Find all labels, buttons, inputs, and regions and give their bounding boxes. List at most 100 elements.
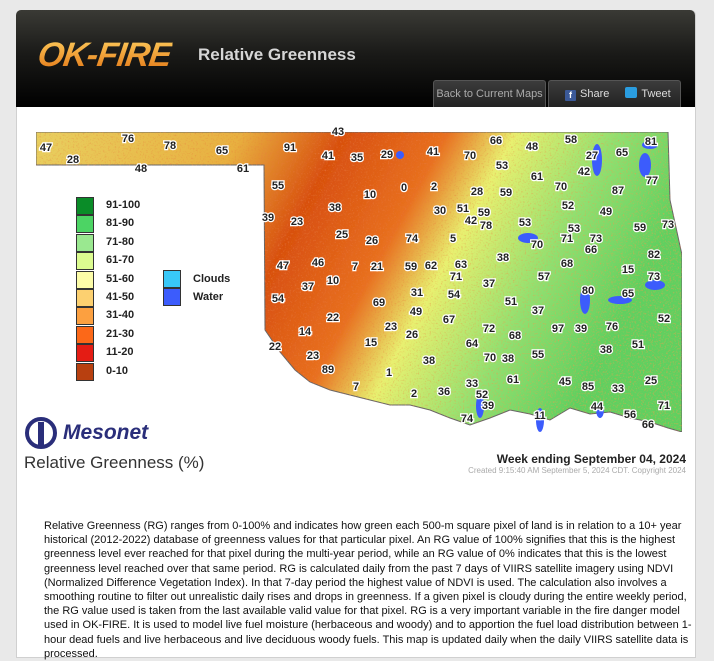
legend-label: 81-90: [106, 217, 135, 230]
lake: [645, 280, 665, 290]
county-value: 31: [411, 287, 423, 299]
county-value: 27: [586, 150, 598, 162]
county-value: 49: [410, 306, 422, 318]
county-value: 68: [509, 330, 521, 342]
county-value: 33: [612, 383, 624, 395]
county-value: 55: [272, 180, 284, 192]
county-value: 7: [353, 381, 359, 393]
county-value: 38: [600, 344, 612, 356]
county-value: 38: [329, 202, 341, 214]
county-value: 91: [284, 142, 296, 154]
tweet-button[interactable]: Tweet: [609, 87, 671, 100]
county-value: 62: [425, 260, 437, 272]
water-bodies: [368, 141, 665, 432]
created-timestamp: Created 9:15:40 AM September 5, 2024 CDT…: [468, 466, 686, 475]
county-value: 53: [568, 223, 580, 235]
county-value: 30: [434, 205, 446, 217]
county-value: 65: [622, 288, 634, 300]
county-value: 78: [164, 140, 176, 152]
county-value: 15: [622, 264, 634, 276]
week-ending: Week ending September 04, 2024: [496, 452, 686, 466]
legend-swatch: [76, 197, 94, 215]
county-value: 37: [302, 281, 314, 293]
legend-swatch: [76, 307, 94, 326]
map-title: Relative Greenness (%): [24, 453, 205, 472]
county-value: 82: [648, 249, 660, 261]
header: OK-FIRE Relative Greenness Back to Curre…: [16, 10, 695, 107]
county-value: 33: [466, 378, 478, 390]
share-button[interactable]: f Share: [565, 88, 609, 101]
legend-label: 11-20: [106, 346, 134, 359]
mesonet-logo[interactable]: Mesonet: [24, 417, 148, 449]
county-value: 53: [496, 160, 508, 172]
county-value: 85: [582, 381, 594, 393]
county-value: 28: [471, 186, 483, 198]
county-value: 1: [386, 367, 392, 379]
legend-label-water: Water: [193, 291, 224, 304]
county-value: 39: [262, 212, 274, 224]
lake: [476, 394, 484, 418]
county-value: 2: [411, 388, 417, 400]
county-value: 69: [373, 297, 385, 309]
legend-label: 91-100: [106, 199, 141, 211]
county-value: 25: [645, 375, 657, 387]
county-value: 53: [519, 217, 531, 229]
facebook-icon: f: [565, 90, 576, 101]
county-value: 66: [490, 135, 502, 147]
description: Relative Greenness (RG) ranges from 0-10…: [44, 520, 692, 660]
legend-label: 0-10: [106, 364, 129, 377]
legend-label: 21-30: [106, 327, 135, 340]
county-value: 89: [322, 364, 334, 376]
legend-swatch: [76, 362, 94, 381]
county-value: 14: [299, 326, 312, 338]
county-value: 66: [585, 244, 597, 256]
lake: [396, 151, 404, 159]
legend-label: 51-60: [106, 272, 135, 285]
county-value: 51: [632, 339, 644, 351]
county-value: 7: [352, 261, 358, 273]
mesonet-tower-icon: [25, 417, 57, 449]
county-value: 47: [277, 260, 289, 272]
county-value: 41: [427, 146, 439, 158]
county-value: 73: [648, 271, 660, 283]
county-value: 49: [600, 206, 612, 218]
county-value: 22: [327, 312, 339, 324]
oklahoma-outline: [35, 131, 683, 433]
county-value: 21: [371, 261, 383, 273]
legend-swatch: [76, 344, 94, 363]
county-value: 59: [500, 187, 512, 199]
mesonet-wordmark: Mesonet: [63, 421, 149, 444]
legend-label: 31-40: [106, 309, 135, 322]
county-value: 48: [526, 141, 538, 153]
lake: [596, 402, 604, 418]
county-value: 73: [590, 233, 602, 245]
county-value: 58: [565, 134, 577, 146]
legend-swatch: [76, 270, 94, 289]
county-value: 35: [351, 152, 363, 164]
legend-label: 61-70: [106, 254, 135, 267]
county-value: 67: [443, 314, 455, 326]
lake: [592, 144, 602, 176]
county-value: 52: [476, 389, 488, 401]
county-value: 51: [457, 203, 469, 215]
county-value: 36: [438, 386, 450, 398]
county-value: 39: [575, 323, 587, 335]
county-value: 59: [634, 222, 646, 234]
county-value: 71: [450, 271, 462, 283]
back-to-current-maps-button[interactable]: Back to Current Maps: [433, 80, 546, 107]
county-value: 57: [538, 271, 550, 283]
county-value: 59: [405, 261, 417, 273]
county-value: 51: [505, 296, 517, 308]
county-value: 29: [381, 149, 393, 161]
county-value: 71: [561, 233, 573, 245]
legend-label-clouds: Clouds: [193, 273, 231, 285]
county-value: 26: [406, 329, 418, 341]
legend-swatch-clouds: [163, 270, 181, 288]
county-value: 39: [482, 400, 494, 412]
legend-swatch: [76, 252, 94, 271]
county-value: 23: [307, 350, 319, 362]
county-value: 10: [327, 275, 339, 287]
county-value: 54: [448, 289, 461, 301]
lake: [518, 233, 538, 243]
